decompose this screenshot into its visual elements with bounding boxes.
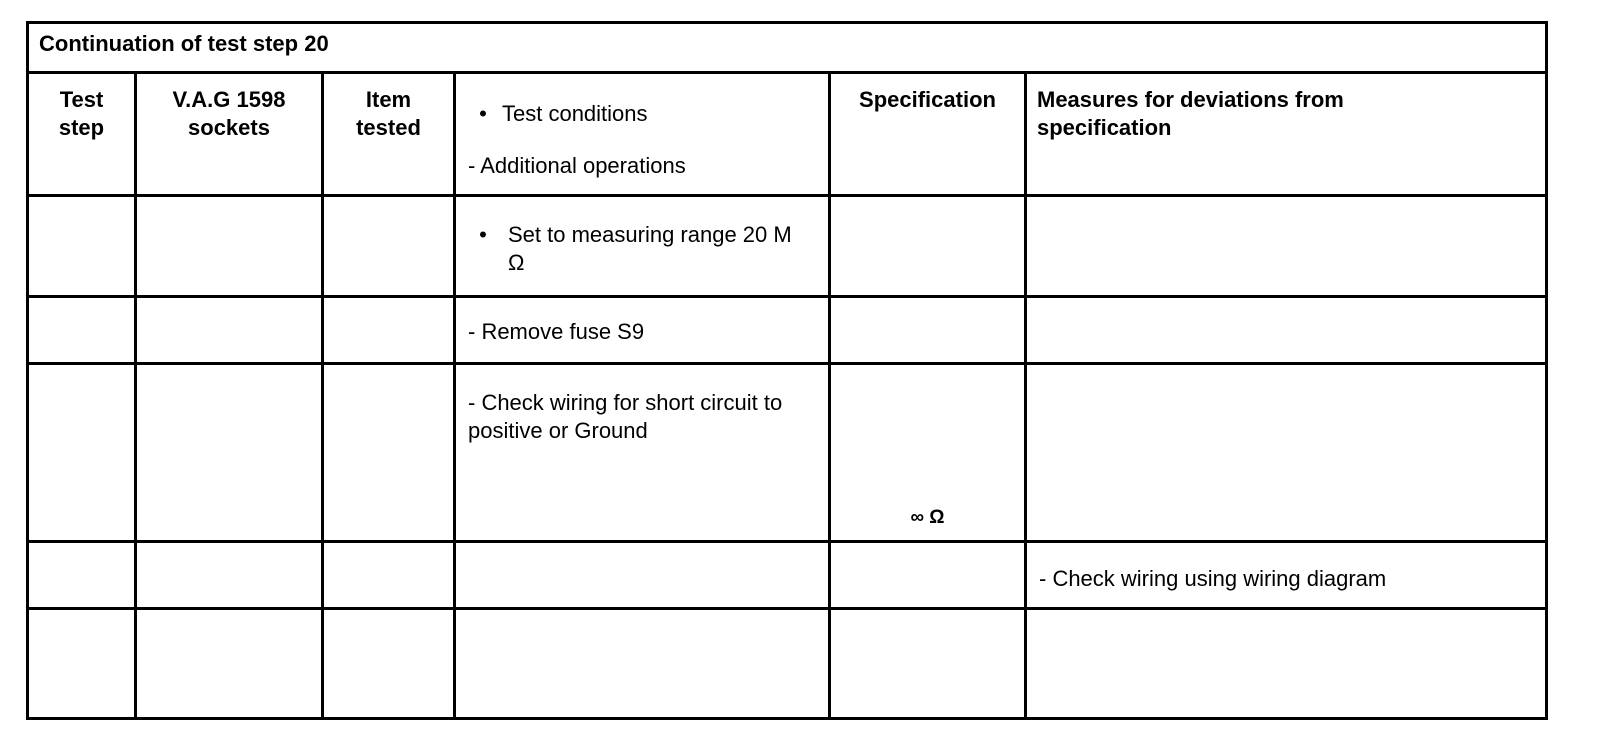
header-conditions: • Test conditions - Additional operations (453, 71, 831, 197)
table-row: - Remove fuse S9 (26, 295, 1549, 365)
specification-cell: ∞ Ω (828, 362, 1027, 543)
specification-cell (828, 194, 1027, 298)
header-measures: Measures for deviations from specificati… (1023, 71, 1549, 197)
header-row: Test step V.A.G 1598 sockets Item tested… (26, 71, 1549, 197)
table-row (26, 607, 1549, 720)
specification-cell (828, 540, 1027, 610)
header-test-step: Test step (26, 71, 137, 197)
measures-cell (1023, 194, 1549, 298)
measures-cell (1023, 295, 1549, 365)
conditions-text (453, 607, 831, 720)
header-specification: Specification (828, 71, 1027, 197)
conditions-text: - Remove fuse S9 (453, 295, 831, 365)
measures-cell (1023, 362, 1549, 543)
test-step-table: Continuation of test step 20 Test step V… (25, 21, 1549, 720)
specification-cell (828, 607, 1027, 720)
table-row: - Check wiring using wiring diagram (26, 540, 1549, 610)
conditions-text: Set to measuring range 20 M Ω (508, 222, 792, 275)
conditions-text (453, 540, 831, 610)
header-item-tested: Item tested (321, 71, 456, 197)
measures-cell (1023, 607, 1549, 720)
measures-cell: - Check wiring using wiring diagram (1023, 540, 1549, 610)
header-additional-operations: - Additional operations (468, 153, 686, 178)
specification-cell (828, 295, 1027, 365)
bullet-icon: • (479, 222, 487, 247)
conditions-text: - Check wiring for short circuit to posi… (453, 362, 831, 543)
table-row: • Set to measuring range 20 M Ω (26, 194, 1549, 298)
header-test-conditions: Test conditions (502, 101, 648, 126)
header-sockets: V.A.G 1598 sockets (134, 71, 324, 197)
table-title: Continuation of test step 20 (25, 21, 1549, 74)
table-row: - Check wiring for short circuit to posi… (26, 362, 1549, 543)
bullet-icon: • (479, 101, 487, 126)
